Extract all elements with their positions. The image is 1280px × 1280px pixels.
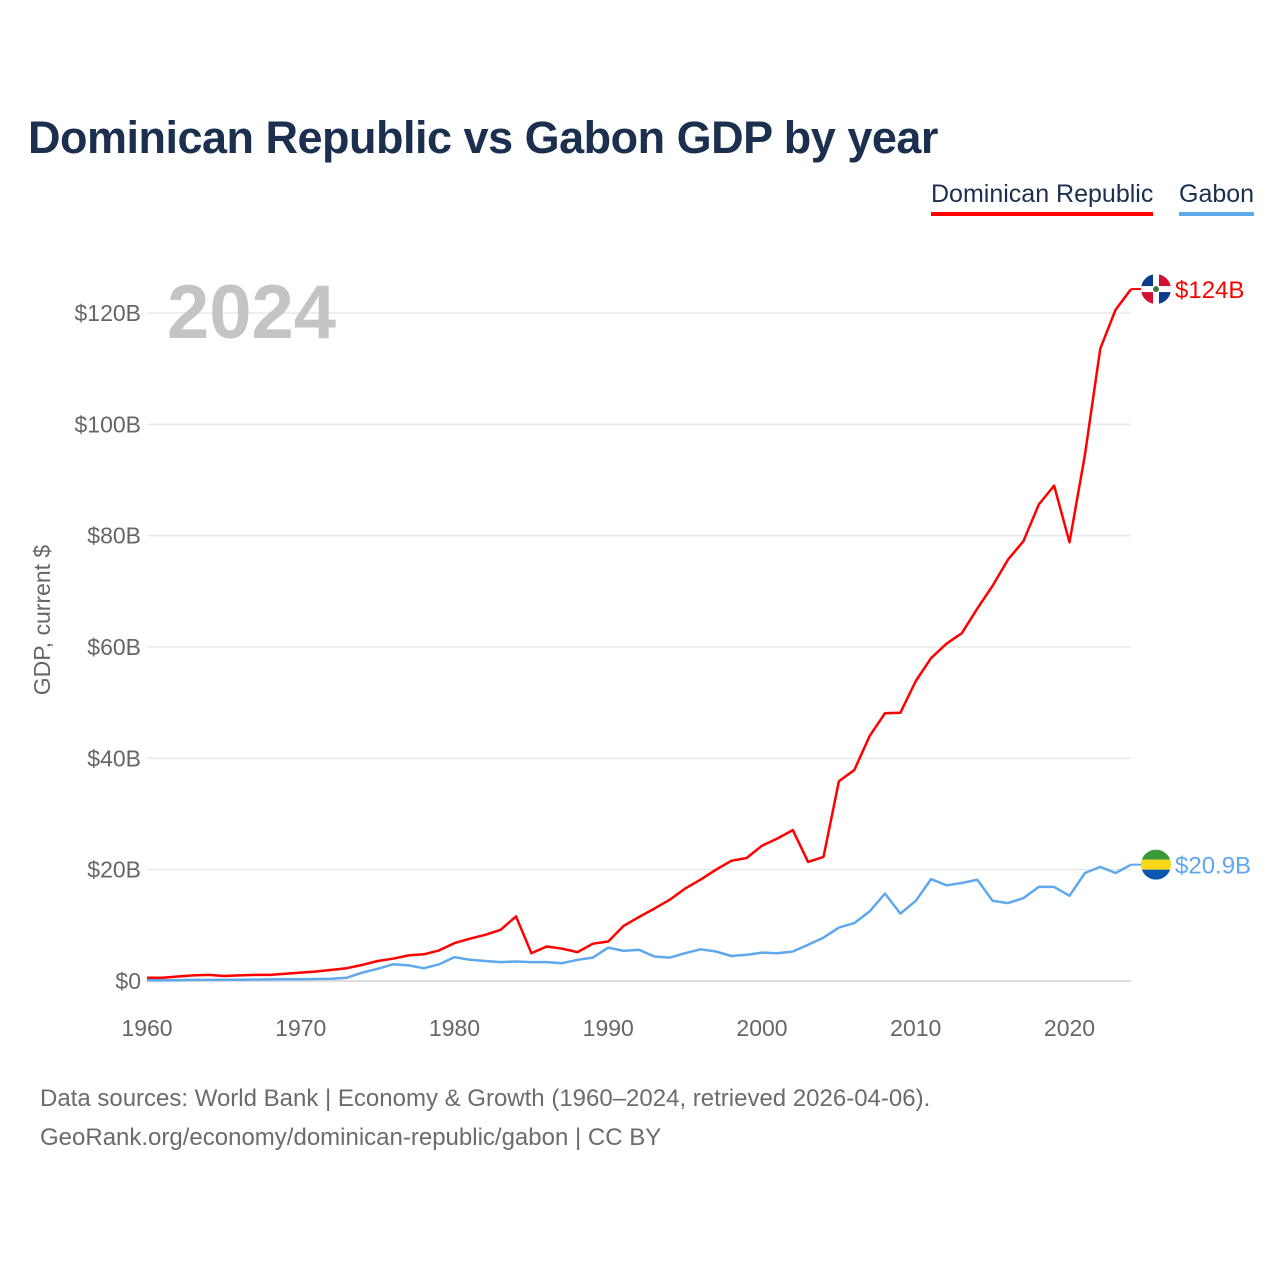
- y-tick-label: $100B: [74, 411, 141, 437]
- x-tick-label: 1970: [275, 1015, 326, 1041]
- legend-gabon[interactable]: Gabon: [1179, 180, 1255, 216]
- year-label: 2024: [167, 270, 336, 355]
- gabon-flag-icon: [1141, 849, 1171, 880]
- y-tick-label: $0: [115, 968, 141, 994]
- dominican-republic-flag-icon: [1141, 274, 1171, 305]
- y-tick-label: $20B: [87, 857, 141, 883]
- x-tick-label: 1980: [429, 1015, 480, 1041]
- y-tick-label: $120B: [74, 300, 141, 326]
- x-tick-label: 1990: [583, 1015, 634, 1041]
- series-line-dominican-republic: [147, 288, 1133, 979]
- legend-dominican-republic[interactable]: Dominican Republic: [931, 180, 1154, 216]
- y-axis-label: GDP, current $: [29, 545, 55, 696]
- x-tick-label: 2000: [736, 1015, 787, 1041]
- footer-sources: Data sources: World Bank | Economy & Gro…: [40, 1085, 931, 1112]
- x-tick-label: 1960: [121, 1015, 172, 1041]
- y-tick-label: $60B: [87, 634, 141, 660]
- footer-link[interactable]: GeoRank.org/economy/dominican-republic/g…: [40, 1124, 662, 1151]
- chart-title: Dominican Republic vs Gabon GDP by year: [28, 112, 938, 163]
- series-line-gabon: [147, 863, 1132, 982]
- y-tick-label: $80B: [87, 523, 141, 549]
- end-value-label: $20.9B: [1175, 853, 1251, 880]
- x-tick-label: 2020: [1044, 1015, 1095, 1041]
- x-tick-label: 2010: [890, 1015, 941, 1041]
- end-value-label: $124B: [1175, 277, 1244, 304]
- y-tick-label: $40B: [87, 745, 141, 771]
